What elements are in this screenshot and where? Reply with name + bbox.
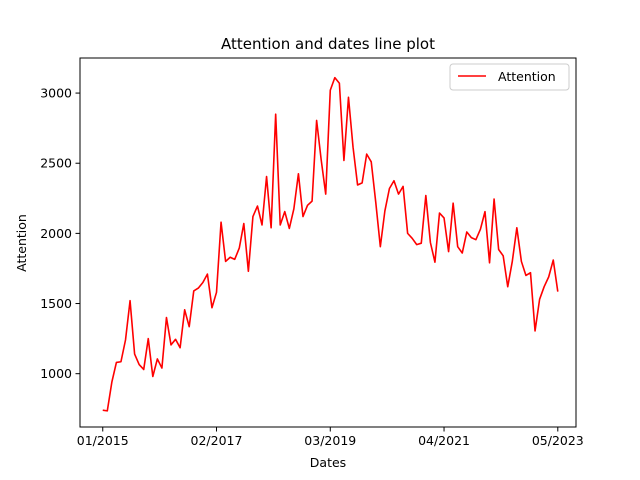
legend-box	[449, 63, 570, 91]
y-axis-title: Attention	[14, 214, 29, 272]
series-line-attention	[102, 76, 559, 412]
y-tick-label: 2000	[40, 226, 72, 241]
x-axis-title: Dates	[310, 455, 346, 470]
legend-label-attention: Attention	[498, 69, 556, 84]
x-tick-label: 01/2015	[77, 433, 129, 448]
plot-frame	[79, 57, 577, 428]
y-tick-label: 1000	[40, 366, 72, 381]
x-tick-label: 02/2017	[191, 433, 243, 448]
y-tick-label: 1500	[40, 296, 72, 311]
y-tick-label: 3000	[40, 86, 72, 101]
x-tick-label: 03/2019	[304, 433, 356, 448]
x-tick-label: 04/2021	[418, 433, 470, 448]
x-tick-label: 05/2023	[532, 433, 584, 448]
chart-title: Attention and dates line plot	[221, 35, 435, 53]
plot-series	[102, 76, 559, 412]
y-tick-label: 2500	[40, 156, 72, 171]
x-axis-ticks: 01/2015 02/2017 03/2019 04/2021 05/2023	[77, 427, 584, 448]
y-axis-ticks: 1000 1500 2000 2500 3000	[40, 86, 80, 381]
legend: Attention	[449, 63, 570, 91]
